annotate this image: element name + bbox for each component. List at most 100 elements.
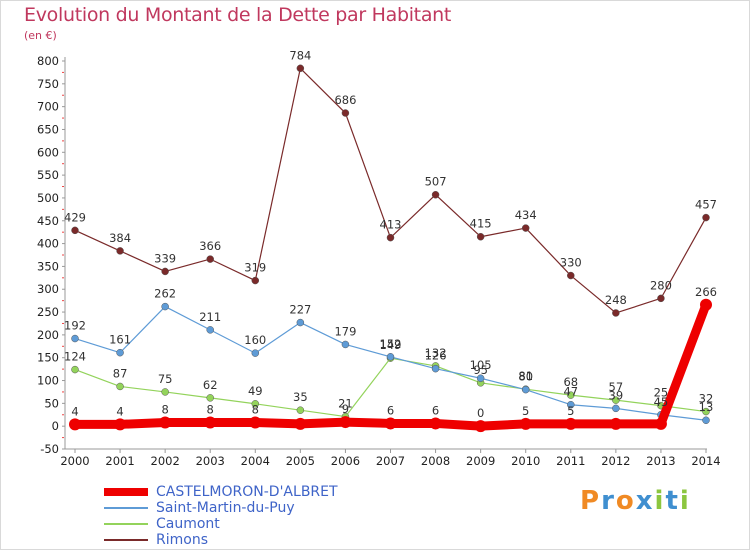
data-label: 9 [342,402,349,416]
data-label: 4 [116,404,123,418]
data-point [612,404,620,413]
x-tick-label: 2002 [151,454,180,468]
data-label: 39 [609,388,624,402]
data-label: 161 [109,333,131,347]
x-tick-label: 2009 [466,454,495,468]
data-point [521,385,530,394]
data-label: 5 [567,404,574,418]
y-tick-label: -50 [40,442,59,456]
data-point [702,213,710,222]
data-label: 21 [338,397,353,411]
data-label: 339 [154,251,176,265]
chart-unit: (en €) [24,29,57,42]
x-tick-label: 2010 [511,454,540,468]
data-label: 248 [605,293,627,307]
data-label: 25 [654,386,669,400]
x-tick-label: 2001 [105,454,134,468]
legend-swatch [104,539,148,541]
data-label: 49 [248,384,263,398]
y-tick-label: 300 [37,282,59,296]
data-point [116,348,124,357]
data-label: 8 [207,403,214,417]
series-line [74,67,707,314]
data-label: 81 [518,369,533,383]
data-label: 75 [158,372,173,386]
data-label: 413 [380,218,402,232]
y-tick-label: 50 [44,396,59,410]
y-tick-label: 600 [37,145,59,159]
proxiti-logo: Proxiti [580,486,691,516]
data-point [341,340,350,349]
data-label: 507 [425,175,447,189]
data-label: 45 [654,395,669,409]
data-point [71,334,79,343]
data-label: 0 [477,406,484,420]
data-label: 87 [113,366,128,380]
data-point [159,416,172,429]
data-point [521,224,530,232]
data-point [609,417,622,430]
x-tick-label: 2013 [646,454,675,468]
y-tick-label: 200 [37,328,59,342]
x-tick-label: 2012 [601,454,630,468]
data-point [654,417,667,430]
data-point [567,271,575,280]
data-label: 262 [154,287,176,301]
data-label: 4 [71,404,78,418]
data-point [294,417,307,430]
x-tick-label: 2007 [376,454,405,468]
data-label: 68 [563,375,578,389]
data-label: 280 [650,278,672,292]
y-tick-label: 650 [37,122,59,136]
data-label: 415 [470,217,492,231]
logo-letter: t [665,486,680,516]
y-tick-label: 0 [52,419,59,433]
data-point [251,349,260,357]
data-point [296,318,305,327]
y-tick-label: 100 [37,374,59,388]
data-label: 457 [695,198,717,212]
data-label: 5 [522,404,529,418]
y-tick-label: 550 [37,168,59,182]
x-tick-label: 2006 [331,454,360,468]
y-tick-label: 700 [37,100,59,114]
data-label: 132 [425,346,447,360]
x-tick-label: 2005 [286,454,315,468]
data-point [519,417,532,430]
data-label: 149 [380,338,402,352]
data-label: 6 [387,403,394,417]
data-point [567,391,575,399]
data-label: 192 [64,319,86,333]
data-label: 266 [695,285,717,299]
data-label: 384 [109,231,131,245]
y-tick-label: 350 [37,259,59,273]
data-point [69,418,81,431]
data-label: 35 [293,390,308,404]
data-point [206,326,214,334]
data-label: 57 [609,380,624,394]
data-label: 6 [432,403,439,417]
data-label: 434 [515,208,537,222]
data-label: 160 [244,333,266,347]
legend-label: Caumont [156,516,220,532]
data-label: 32 [699,392,714,406]
data-point [251,400,260,408]
data-point [702,416,710,424]
data-label: 124 [64,350,86,364]
y-tick-label: 400 [37,237,59,251]
logo-letter: i [654,486,666,516]
data-point [386,233,395,242]
data-point [612,396,620,404]
y-tick-label: 500 [37,191,59,205]
data-label: 8 [252,403,259,417]
x-tick-label: 2011 [556,454,585,468]
legend-swatch [104,523,148,525]
data-label: 330 [560,256,582,270]
x-tick-label: 2008 [421,454,450,468]
data-label: 179 [334,324,356,338]
data-point [564,417,577,430]
legend-label: CASTELMORON-D'ALBRET [156,484,338,500]
data-point [657,294,665,303]
data-point [249,416,262,429]
